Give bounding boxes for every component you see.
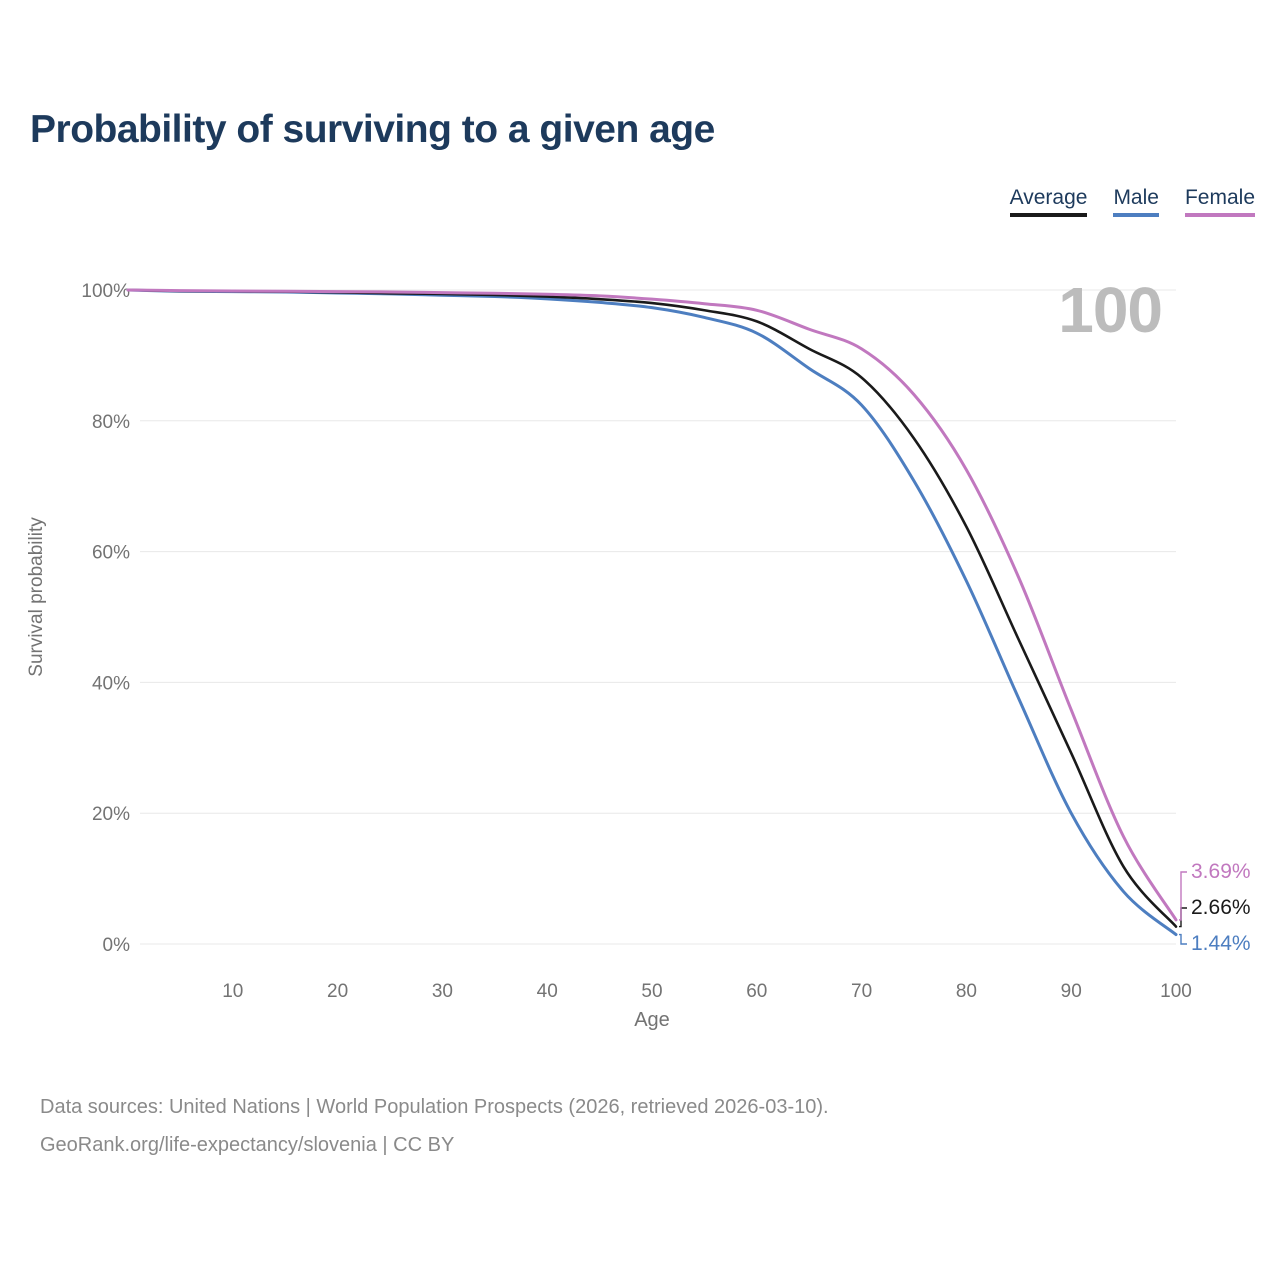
x-tick-label: 40: [537, 981, 558, 1002]
x-tick-label: 10: [222, 981, 243, 1002]
x-tick-label: 30: [432, 981, 453, 1002]
series-line-average: [126, 288, 1178, 928]
end-label-average: 2.66%: [1191, 896, 1251, 919]
page-title: Probability of surviving to a given age: [30, 108, 715, 151]
legend: Average Male Female: [1009, 186, 1255, 217]
y-tick-labels: 0% 20% 40% 60% 80% 100%: [81, 281, 130, 956]
end-label-connector-average: [1179, 907, 1187, 928]
x-tick-label: 90: [1061, 981, 1082, 1002]
series-line-female: [126, 288, 1178, 922]
x-tick-label: 80: [956, 981, 977, 1002]
legend-item-female: Female: [1184, 186, 1255, 217]
age-counter: 100: [1058, 274, 1163, 346]
series-line-male: [126, 288, 1178, 937]
attribution-line: GeoRank.org/life-expectancy/slovenia | C…: [40, 1134, 455, 1156]
end-label-connector-female: [1179, 871, 1187, 921]
footer: Data sources: United Nations | World Pop…: [40, 1088, 829, 1164]
gridlines: [140, 289, 1176, 945]
x-tick-label: 20: [327, 981, 348, 1002]
y-tick-label: 40%: [92, 673, 130, 694]
y-tick-label: 80%: [92, 412, 130, 433]
y-tick-label: 60%: [92, 543, 130, 564]
series-lines: [126, 288, 1178, 937]
end-label-connector-male: [1179, 933, 1187, 945]
x-tick-labels: 10 20 30 40 50 60 70 80 90 100: [222, 981, 1192, 1002]
end-label-female: 3.69%: [1191, 860, 1251, 883]
x-tick-label: 70: [851, 981, 872, 1002]
x-tick-label: 60: [746, 981, 767, 1002]
y-tick-label: 100%: [81, 281, 130, 302]
end-label-male: 1.44%: [1191, 932, 1251, 955]
y-axis-title: Survival probability: [26, 517, 47, 677]
legend-item-male: Male: [1113, 186, 1159, 217]
x-tick-label: 50: [641, 981, 662, 1002]
end-label-connectors: [1179, 871, 1187, 945]
x-axis-title: Age: [634, 1009, 670, 1031]
y-tick-label: 20%: [92, 804, 130, 825]
data-sources-line: Data sources: United Nations | World Pop…: [40, 1096, 829, 1118]
legend-label-female: Female: [1184, 186, 1255, 217]
legend-label-male: Male: [1113, 186, 1159, 217]
y-tick-label: 0%: [103, 935, 131, 956]
x-tick-label: 100: [1160, 981, 1192, 1002]
legend-item-average: Average: [1009, 186, 1088, 217]
legend-label-average: Average: [1009, 186, 1088, 217]
